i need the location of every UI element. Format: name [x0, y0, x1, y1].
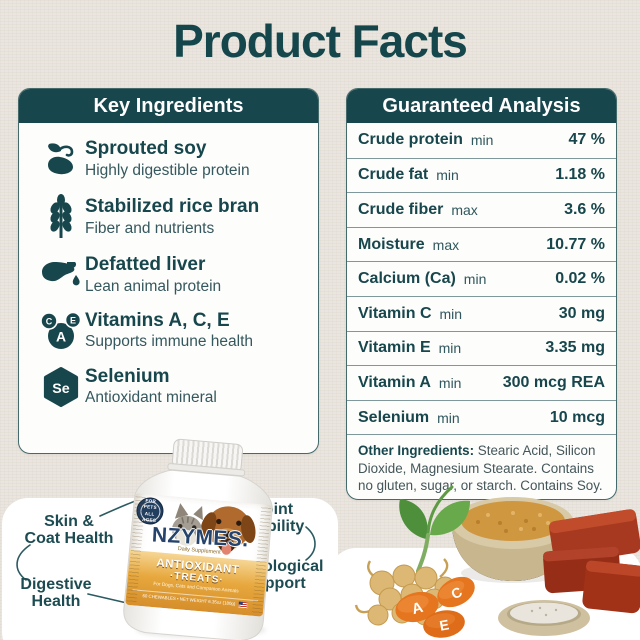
key-ingredients-header: Key Ingredients: [19, 89, 318, 123]
list-item: Se Selenium Antioxidant mineral: [37, 366, 310, 408]
svg-text:A: A: [56, 328, 66, 344]
benefit-label: Coat Health: [24, 529, 114, 547]
ingredient-text: Defatted liver Lean animal protein: [85, 255, 221, 295]
row-value: 3.35 mg: [545, 339, 605, 357]
vitamin-tablets: A C E: [395, 576, 475, 638]
benefit-label: Health: [31, 592, 81, 610]
key-ingredients-panel: Key Ingredients Sprouted soy Highly dige…: [18, 88, 319, 454]
row-label: Crude protein: [358, 131, 463, 149]
ingredient-desc: Lean animal protein: [85, 277, 222, 295]
vitamins-ace-icon: C A E: [37, 311, 85, 351]
table-row: Vitamin E min 3.35 mg: [347, 330, 616, 366]
row-label: Vitamin C: [358, 304, 432, 322]
row-qualifier: min: [438, 340, 462, 357]
row-label: Vitamin E: [358, 339, 431, 357]
row-qualifier: min: [463, 271, 487, 288]
row-value: 1.18 %: [555, 166, 605, 184]
row-value: 0.02 %: [555, 270, 605, 288]
bottle-label: FOR PETS ALL AGES: [125, 493, 273, 617]
liver-icon: [37, 260, 85, 290]
list-item: Stabilized rice bran Fiber and nutrients: [37, 194, 310, 240]
row-label: Calcium (Ca): [358, 270, 456, 288]
table-row: Crude protein min 47 %: [347, 123, 616, 158]
table-row: Selenium min 10 mcg: [347, 399, 616, 435]
row-qualifier: min: [437, 409, 460, 426]
net-weight-text: 60 CHEWABLES • NET WEIGHT 6.35oz (180g): [142, 593, 236, 607]
selenium-dish: [498, 600, 590, 636]
ingredient-name: Stabilized rice bran: [85, 196, 260, 218]
ingredient-text: Selenium Antioxidant mineral: [85, 365, 217, 407]
table-row: Moisture max 10.77 %: [347, 226, 616, 262]
table-row: Vitamin C min 30 mg: [347, 295, 616, 331]
row-value: 300 mcg REA: [502, 373, 605, 391]
row-qualifier: min: [436, 167, 459, 184]
svg-text:E: E: [70, 315, 76, 325]
svg-text:A: A: [410, 599, 425, 618]
rice-bran-bowl: [452, 497, 574, 583]
row-qualifier: min: [439, 305, 463, 322]
ingredient-name: Vitamins A, C, E: [85, 309, 230, 331]
soy-sprout-icon: [37, 141, 85, 177]
benefit-label: Digestive: [20, 576, 92, 593]
rice-bran-icon: [37, 194, 85, 240]
row-value: 10 mcg: [549, 408, 605, 426]
benefit-label: Skin &: [44, 513, 94, 530]
row-label: Vitamin A: [358, 373, 431, 391]
ingredient-name: Selenium: [85, 365, 170, 387]
list-item: Defatted liver Lean animal protein: [37, 255, 310, 295]
ingredient-text: Sprouted soy Highly digestible protein: [85, 138, 250, 179]
row-label: Moisture: [358, 235, 425, 253]
key-ingredients-list: Sprouted soy Highly digestible protein: [19, 123, 318, 408]
benefit-digestive: Digestive Health: [6, 576, 106, 610]
ingredient-text: Vitamins A, C, E Supports immune health: [85, 309, 254, 351]
guaranteed-analysis-header: Guaranteed Analysis: [347, 89, 616, 123]
svg-text:C: C: [46, 316, 53, 326]
soy-sprout: [399, 485, 470, 573]
row-label: Crude fat: [358, 166, 429, 184]
row-qualifier: max: [451, 201, 478, 218]
table-row: Crude fat min 1.18 %: [347, 157, 616, 193]
list-item: Sprouted soy Highly digestible protein: [37, 138, 310, 179]
svg-text:Se: Se: [52, 381, 70, 397]
other-ingredients-label: Other Ingredients:: [358, 443, 475, 459]
page-title: Product Facts: [173, 15, 468, 67]
ingredient-foods-photo: A C E: [354, 485, 640, 638]
ingredient-desc: Antioxidant mineral: [85, 389, 217, 407]
product-bottle: FOR PETS ALL AGES: [119, 435, 282, 640]
ingredient-desc: Highly digestible protein: [85, 161, 250, 179]
table-row: Crude fiber max 3.6 %: [347, 192, 616, 227]
table-row: Calcium (Ca) min 0.02 %: [347, 261, 616, 296]
ingredient-desc: Fiber and nutrients: [85, 219, 215, 237]
row-value: 3.6 %: [564, 200, 605, 218]
selenium-icon: Se: [37, 366, 85, 408]
row-qualifier: min: [438, 374, 462, 391]
row-value: 10.77 %: [546, 235, 605, 253]
ingredient-name: Defatted liver: [85, 254, 206, 276]
row-label: Crude fiber: [358, 200, 444, 218]
dog-cat-photo: [171, 503, 256, 555]
table-row: Vitamin A min 300 mcg REA: [347, 365, 616, 400]
list-item: C A E Vitamins A, C, E Supports immune h…: [37, 309, 310, 351]
ingredient-desc: Supports immune health: [85, 333, 254, 351]
guaranteed-analysis-panel: Guaranteed Analysis Crude protein min 47…: [346, 88, 617, 500]
liver-pieces: [542, 509, 640, 614]
row-value: 30 mg: [558, 304, 605, 322]
other-ingredients: Other Ingredients: Stearic Acid, Silicon…: [347, 434, 616, 499]
svg-text:E: E: [438, 616, 450, 633]
us-flag-icon: [238, 601, 248, 608]
benefit-skin-coat: Skin & Coat Health: [13, 513, 125, 547]
row-value: 47 %: [568, 131, 605, 149]
row-label: Selenium: [358, 408, 430, 426]
ingredient-name: Sprouted soy: [85, 138, 207, 159]
ingredient-text: Stabilized rice bran Fiber and nutrients: [85, 197, 259, 237]
other-ingredients-text: Stearic Acid, Silicon Dioxide, Magnesium…: [358, 443, 603, 494]
row-qualifier: min: [470, 132, 494, 149]
row-qualifier: max: [432, 236, 460, 253]
